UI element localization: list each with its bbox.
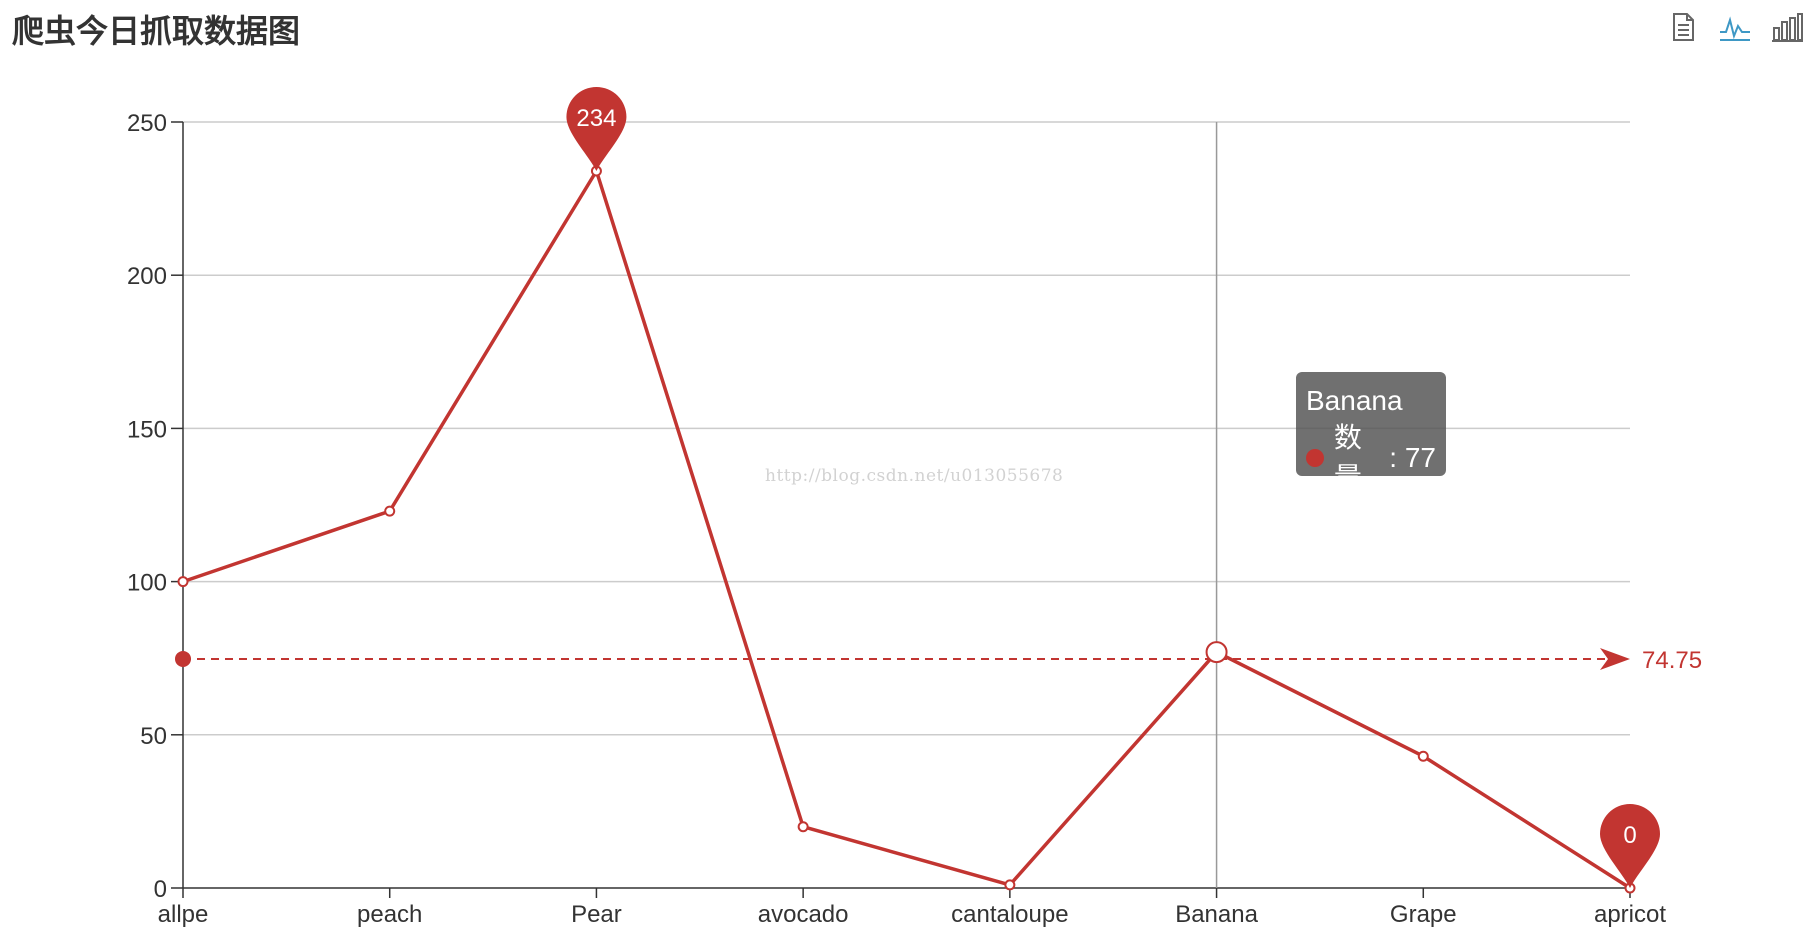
y-tick-label: 150 (127, 416, 167, 443)
data-point (384, 505, 396, 517)
data-point (1004, 879, 1016, 891)
mark-points: 234 0 (566, 87, 1660, 888)
y-tick-label: 100 (127, 570, 167, 597)
data-point (1417, 750, 1429, 762)
average-mark-line: 74.75 (175, 647, 1702, 674)
series-line (182, 169, 1631, 890)
x-tick-label: Banana (1175, 901, 1258, 928)
bar-chart-icon[interactable] (1770, 10, 1804, 44)
x-tick-label: avocado (758, 901, 849, 928)
grid-lines (183, 121, 1630, 736)
x-tick-label: apricot (1594, 901, 1666, 928)
y-tick-label: 50 (140, 723, 167, 750)
tooltip: Banana 数量 : 77 (1296, 372, 1446, 493)
x-tick-label: cantaloupe (951, 901, 1068, 928)
mark-point-label: 0 (1623, 822, 1636, 849)
data-view-icon[interactable] (1666, 10, 1700, 44)
y-tick-label: 200 (127, 263, 167, 290)
mark-point: 234 (566, 87, 627, 172)
tooltip-series-dot (1306, 449, 1324, 467)
line-chart-icon[interactable] (1718, 10, 1752, 44)
y-tick-label: 0 (154, 876, 167, 903)
mark-point-pin (1600, 804, 1660, 888)
tooltip-category: Banana (1306, 385, 1403, 416)
mark-point: 0 (1600, 804, 1660, 888)
data-point (797, 821, 809, 833)
tooltip-series-name: 数量 (1333, 422, 1362, 493)
data-point (1205, 641, 1228, 664)
x-tick-label: peach (357, 901, 422, 928)
data-point (177, 576, 189, 588)
axes: 0 50 100 150 200 250 allpe peach Pear avocado cant… (127, 110, 1666, 928)
tooltip-value: 77 (1404, 442, 1436, 473)
x-tick-label: Pear (571, 901, 622, 928)
x-tick-label: allpe (158, 901, 209, 928)
mark-line-label: 74.75 (1642, 647, 1702, 674)
mark-line-arrow (1600, 647, 1630, 670)
watermark-text: http://blog.csdn.net/u013055678 (765, 466, 1064, 486)
series-line (177, 165, 1636, 894)
mark-point-label: 234 (576, 105, 616, 132)
y-tick-label: 250 (127, 110, 167, 137)
toolbox (1666, 10, 1804, 44)
mark-point-pin (566, 87, 627, 172)
x-tick-label: Grape (1390, 901, 1457, 928)
tooltip-colon: : (1389, 442, 1405, 473)
chart-title: 爬虫今日抓取数据图 (12, 12, 301, 50)
